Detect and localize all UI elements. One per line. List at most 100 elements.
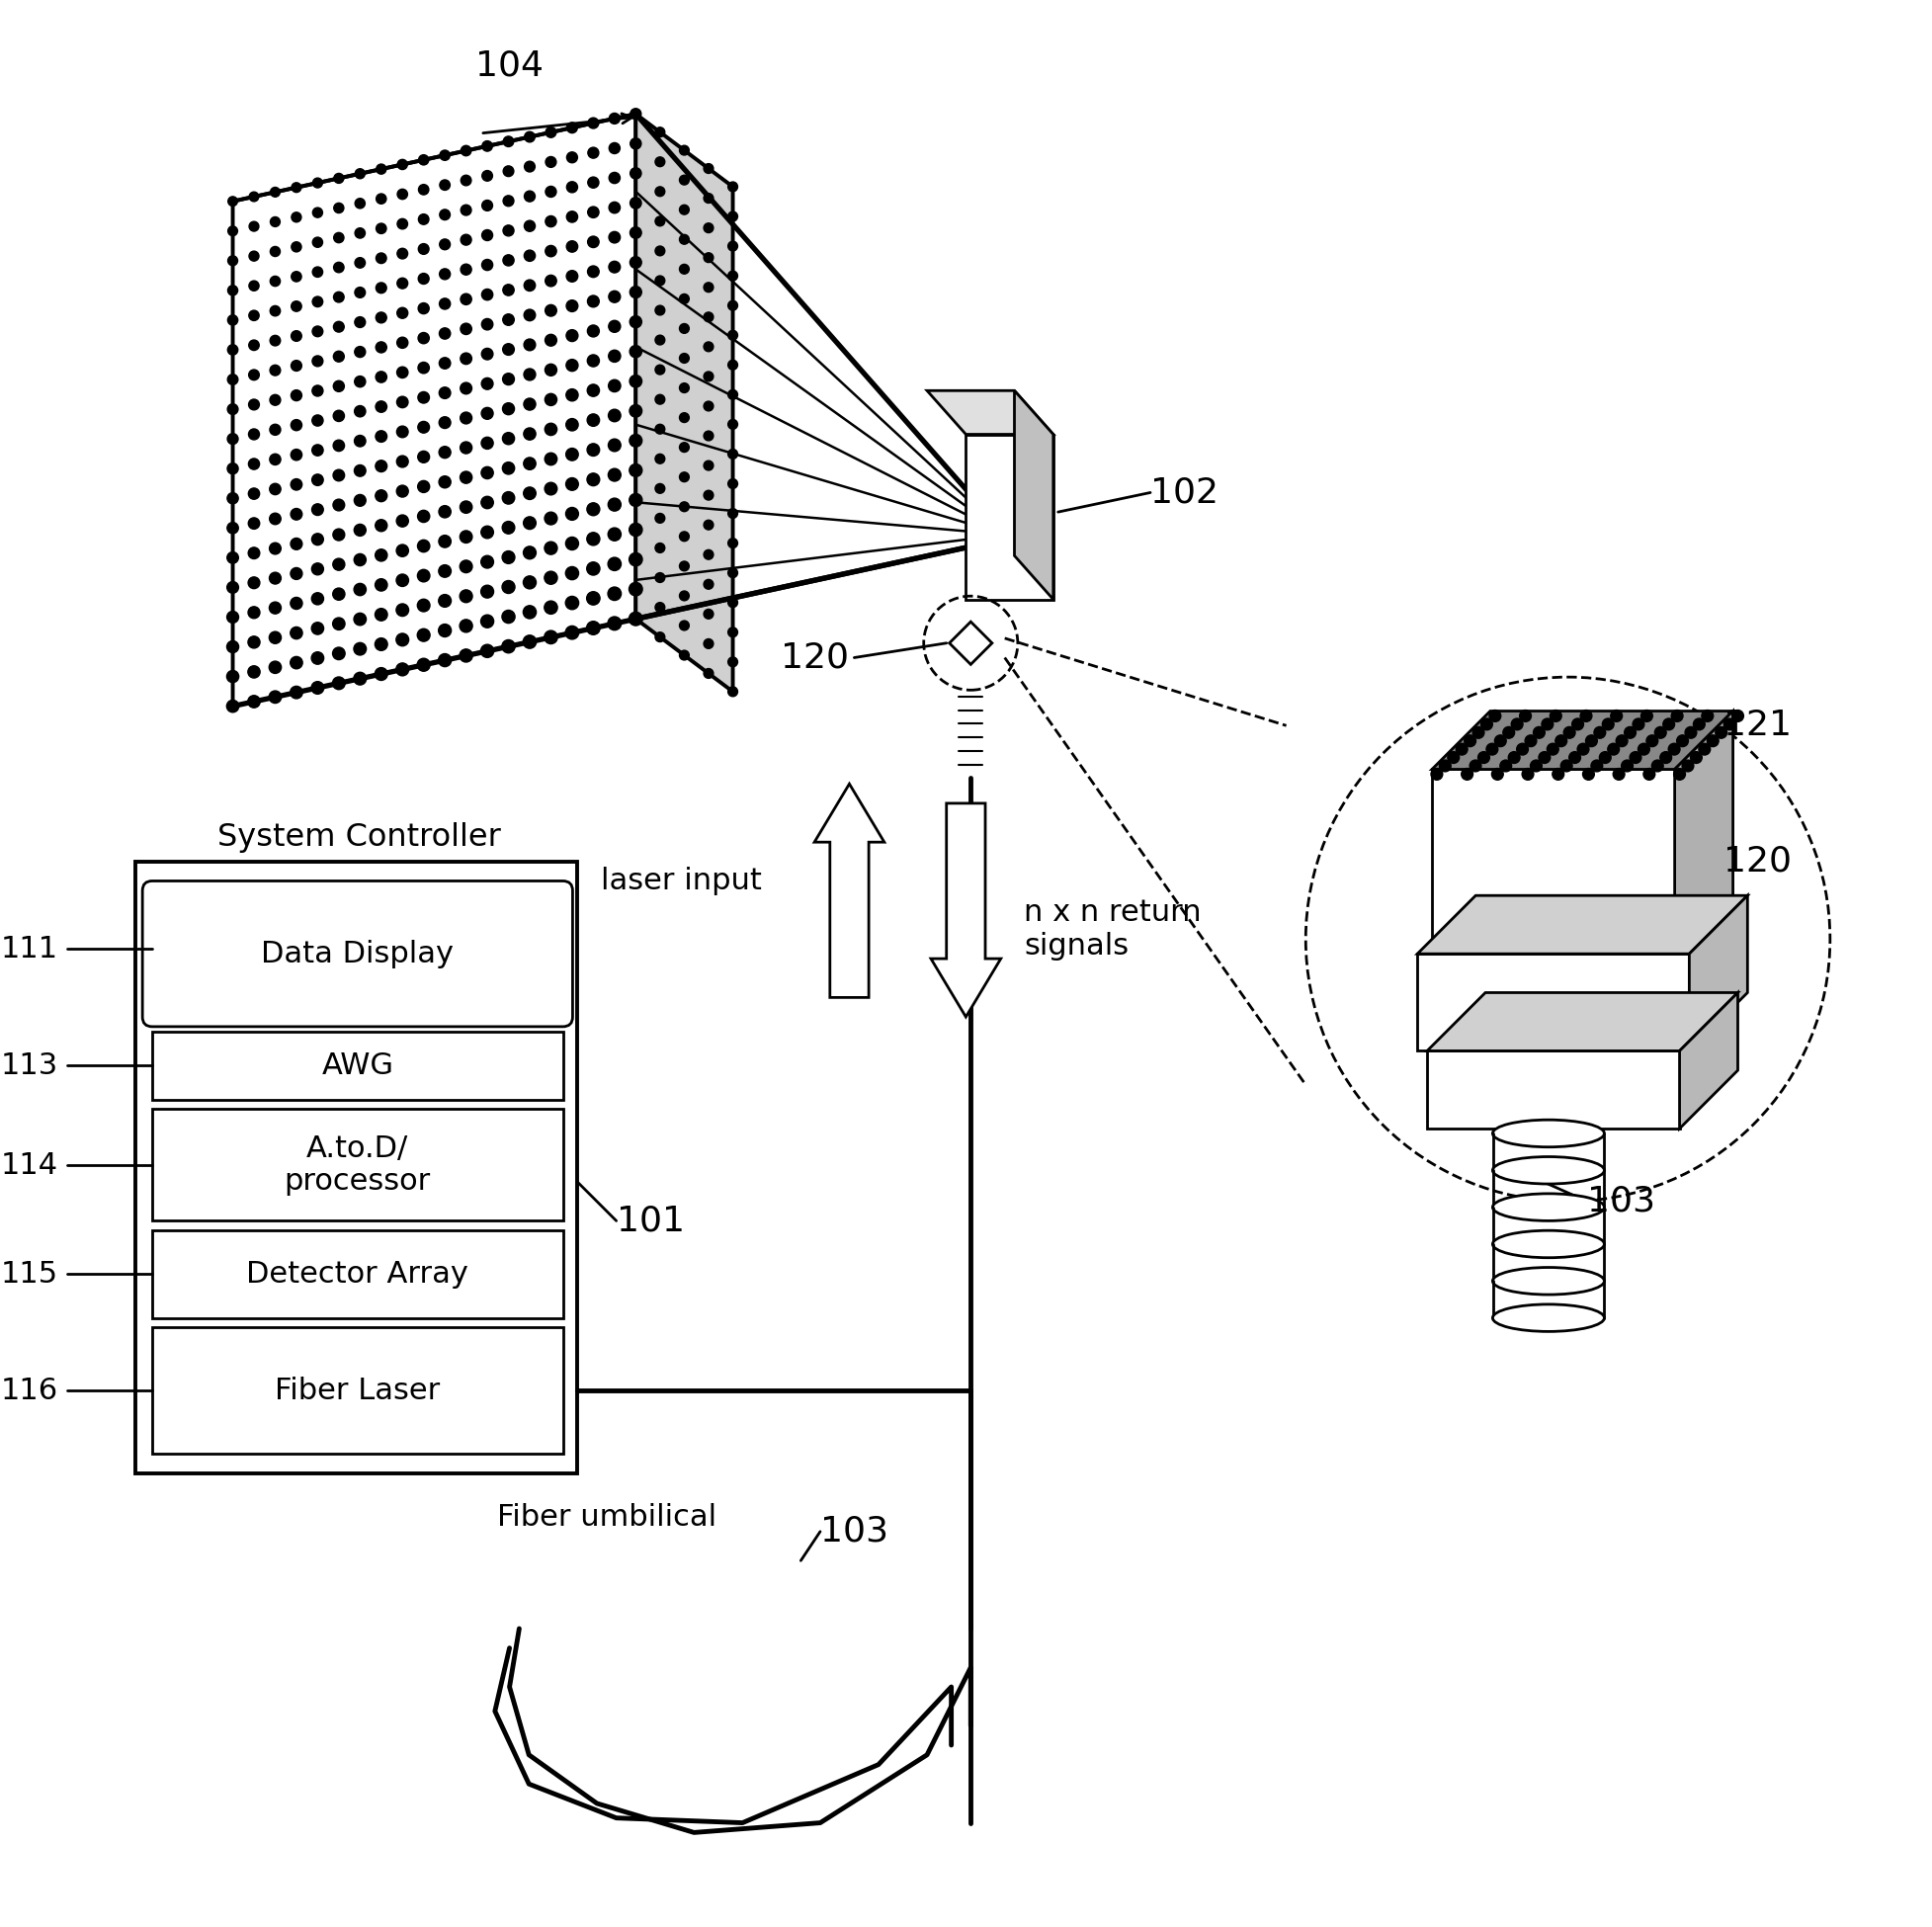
- Circle shape: [628, 522, 641, 536]
- Circle shape: [1698, 744, 1710, 755]
- Text: Fiber Laser: Fiber Laser: [274, 1376, 440, 1405]
- Circle shape: [1439, 759, 1451, 771]
- Circle shape: [1464, 734, 1476, 746]
- Circle shape: [460, 146, 471, 156]
- Circle shape: [481, 497, 493, 509]
- Circle shape: [587, 443, 599, 457]
- Polygon shape: [135, 861, 578, 1474]
- Circle shape: [1646, 734, 1658, 746]
- Circle shape: [628, 582, 641, 595]
- Circle shape: [1714, 726, 1725, 738]
- Circle shape: [439, 595, 450, 607]
- Circle shape: [502, 462, 514, 474]
- Circle shape: [630, 287, 639, 297]
- Circle shape: [396, 545, 408, 557]
- Circle shape: [398, 160, 408, 170]
- Circle shape: [545, 156, 556, 168]
- Circle shape: [460, 293, 471, 304]
- Circle shape: [396, 574, 408, 586]
- Circle shape: [1582, 769, 1594, 780]
- Polygon shape: [1416, 896, 1747, 954]
- Circle shape: [502, 432, 514, 445]
- Polygon shape: [1416, 954, 1689, 1050]
- Circle shape: [655, 216, 665, 225]
- Circle shape: [1304, 676, 1830, 1201]
- Circle shape: [439, 565, 450, 578]
- Polygon shape: [232, 114, 636, 705]
- Circle shape: [678, 353, 690, 362]
- Circle shape: [524, 488, 535, 499]
- Circle shape: [269, 484, 280, 495]
- Circle shape: [228, 345, 238, 355]
- Circle shape: [628, 553, 641, 567]
- Circle shape: [481, 141, 493, 152]
- Circle shape: [566, 152, 578, 162]
- Circle shape: [502, 522, 514, 534]
- Circle shape: [311, 445, 323, 457]
- Polygon shape: [1689, 896, 1747, 1050]
- Circle shape: [524, 162, 535, 172]
- Circle shape: [439, 653, 450, 667]
- Circle shape: [566, 358, 578, 372]
- Circle shape: [587, 592, 599, 605]
- Circle shape: [678, 204, 690, 214]
- Circle shape: [609, 499, 620, 511]
- Circle shape: [1480, 719, 1492, 730]
- Circle shape: [566, 478, 578, 489]
- Polygon shape: [1014, 391, 1053, 599]
- Circle shape: [354, 642, 365, 655]
- Circle shape: [417, 185, 429, 195]
- Circle shape: [1598, 752, 1609, 763]
- Circle shape: [655, 513, 665, 522]
- Circle shape: [417, 480, 429, 493]
- Circle shape: [249, 222, 259, 231]
- Circle shape: [249, 193, 259, 202]
- Circle shape: [311, 594, 323, 605]
- Circle shape: [703, 580, 713, 590]
- Circle shape: [247, 518, 259, 530]
- Circle shape: [609, 409, 620, 422]
- Circle shape: [524, 547, 535, 559]
- Circle shape: [655, 306, 665, 316]
- Circle shape: [1461, 769, 1472, 780]
- Circle shape: [678, 472, 690, 482]
- FancyBboxPatch shape: [143, 881, 572, 1027]
- Circle shape: [1731, 709, 1743, 723]
- Circle shape: [655, 276, 665, 285]
- Circle shape: [290, 686, 303, 700]
- Circle shape: [655, 247, 665, 256]
- Circle shape: [396, 249, 408, 258]
- Circle shape: [587, 414, 599, 426]
- Circle shape: [228, 434, 238, 445]
- Circle shape: [1640, 709, 1652, 723]
- Circle shape: [655, 364, 665, 374]
- Circle shape: [247, 488, 259, 499]
- Circle shape: [311, 534, 323, 545]
- Circle shape: [703, 401, 713, 410]
- Circle shape: [655, 127, 665, 137]
- Circle shape: [630, 584, 639, 594]
- Circle shape: [481, 526, 493, 538]
- Circle shape: [269, 543, 280, 555]
- Circle shape: [1615, 734, 1627, 746]
- Circle shape: [332, 470, 344, 482]
- Circle shape: [354, 347, 365, 356]
- Circle shape: [270, 218, 280, 227]
- Circle shape: [377, 164, 386, 173]
- Circle shape: [290, 626, 301, 640]
- Circle shape: [292, 360, 301, 372]
- Circle shape: [355, 258, 365, 268]
- Circle shape: [439, 505, 450, 518]
- Circle shape: [728, 686, 738, 696]
- Circle shape: [1571, 719, 1582, 730]
- Circle shape: [292, 243, 301, 252]
- Circle shape: [1623, 726, 1634, 738]
- Circle shape: [587, 146, 599, 158]
- Circle shape: [481, 289, 493, 301]
- Circle shape: [628, 613, 641, 626]
- Circle shape: [630, 316, 641, 328]
- Circle shape: [292, 272, 301, 281]
- Circle shape: [290, 449, 301, 461]
- Circle shape: [439, 387, 450, 399]
- Circle shape: [292, 389, 301, 401]
